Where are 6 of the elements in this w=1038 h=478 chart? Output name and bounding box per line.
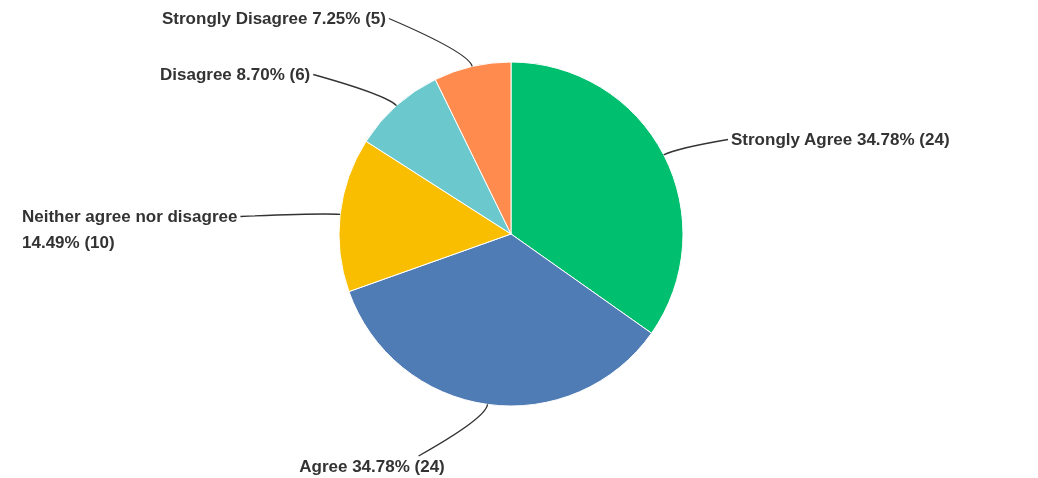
slice-label: Strongly Disagree 7.25% (5) (162, 9, 386, 28)
data-label: 14.49% (10) (22, 233, 115, 252)
slice-label: Disagree 8.70% (6) (160, 65, 311, 84)
slice-label: Strongly Agree 34.78% (24) (731, 130, 950, 149)
slice-label: Neither agree nor disagree (22, 207, 238, 226)
slice-label: Agree 34.78% (24) (299, 457, 445, 476)
